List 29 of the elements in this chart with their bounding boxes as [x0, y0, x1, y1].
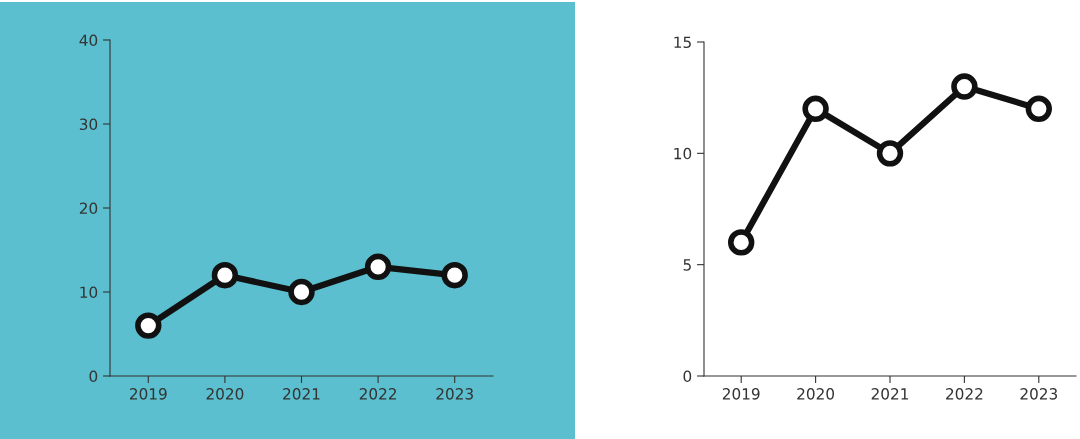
- x-tick-label: 2020: [206, 388, 244, 400]
- y-tick-label: 10: [80, 286, 98, 299]
- point: [876, 140, 904, 167]
- x-tick-label: 2022: [946, 388, 983, 400]
- y-tick-label: 0: [683, 370, 692, 383]
- x-tick-label: 2019: [129, 388, 167, 400]
- y-tick-label: 10: [674, 147, 692, 160]
- point: [288, 278, 315, 306]
- point: [728, 229, 755, 256]
- y-tick-label: 0: [89, 370, 98, 383]
- point: [211, 262, 239, 289]
- y-tick-label: 30: [79, 118, 98, 131]
- x-tick-label: 2021: [871, 388, 909, 400]
- x-tick-label: 2022: [359, 388, 397, 400]
- x-tick-label: 2020: [797, 388, 835, 400]
- y-tick-label: 40: [79, 34, 98, 47]
- y-tick-label: 5: [683, 259, 691, 271]
- x-tick-label: 2023: [1020, 388, 1058, 400]
- x-tick-label: 2023: [436, 388, 473, 400]
- point: [364, 253, 392, 280]
- y-tick-label: 15: [674, 36, 691, 49]
- point: [135, 312, 162, 339]
- y-tick-label: 20: [79, 202, 98, 215]
- x-tick-label: 2021: [283, 388, 320, 400]
- point: [1025, 95, 1052, 122]
- point: [441, 262, 468, 289]
- x-tick-label: 2019: [722, 388, 760, 400]
- point: [951, 73, 978, 100]
- point: [802, 95, 829, 122]
